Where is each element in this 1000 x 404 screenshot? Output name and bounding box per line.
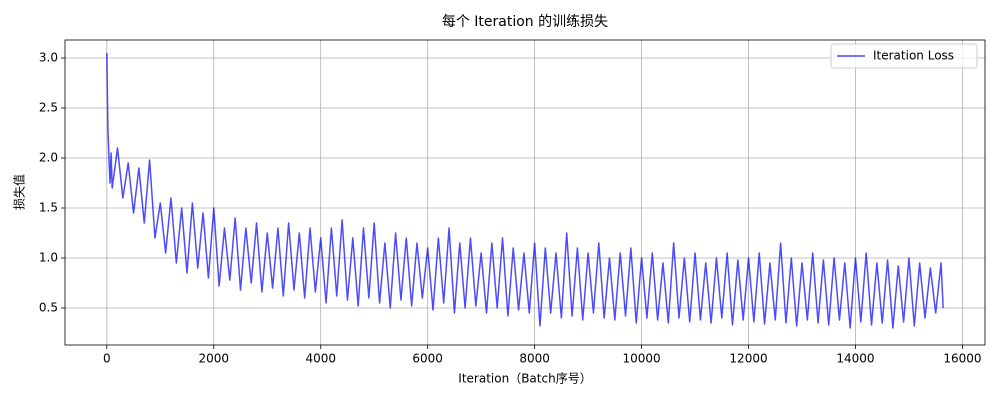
x-tick-label: 12000 [729, 352, 767, 366]
y-tick-label: 2.0 [39, 151, 58, 165]
x-tick-label: 8000 [519, 352, 550, 366]
legend-box [830, 43, 978, 69]
y-tick-label: 1.5 [39, 201, 58, 215]
y-tick-label: 2.5 [39, 101, 58, 115]
plot-frame [64, 39, 986, 346]
loss-line [106, 52, 944, 329]
x-axis-label: Iteration（Batch序号） [458, 371, 591, 386]
legend-label: Iteration Loss [873, 49, 954, 63]
y-axis-label: 损失值 [12, 174, 27, 210]
legend: Iteration Loss [830, 43, 978, 69]
y-tick-label: 1.0 [39, 251, 58, 265]
x-tick-label: 14000 [836, 352, 874, 366]
y-tick-label: 0.5 [39, 301, 58, 315]
y-tick-label: 3.0 [39, 51, 58, 65]
x-tick-label: 6000 [412, 352, 443, 366]
chart-title: 每个 Iteration 的训练损失 [442, 14, 608, 30]
x-tick-label: 0 [103, 352, 111, 366]
x-tick-label: 16000 [943, 352, 981, 366]
x-tick-label: 2000 [198, 352, 229, 366]
x-tick-label: 10000 [622, 352, 660, 366]
x-tick-label: 4000 [305, 352, 336, 366]
